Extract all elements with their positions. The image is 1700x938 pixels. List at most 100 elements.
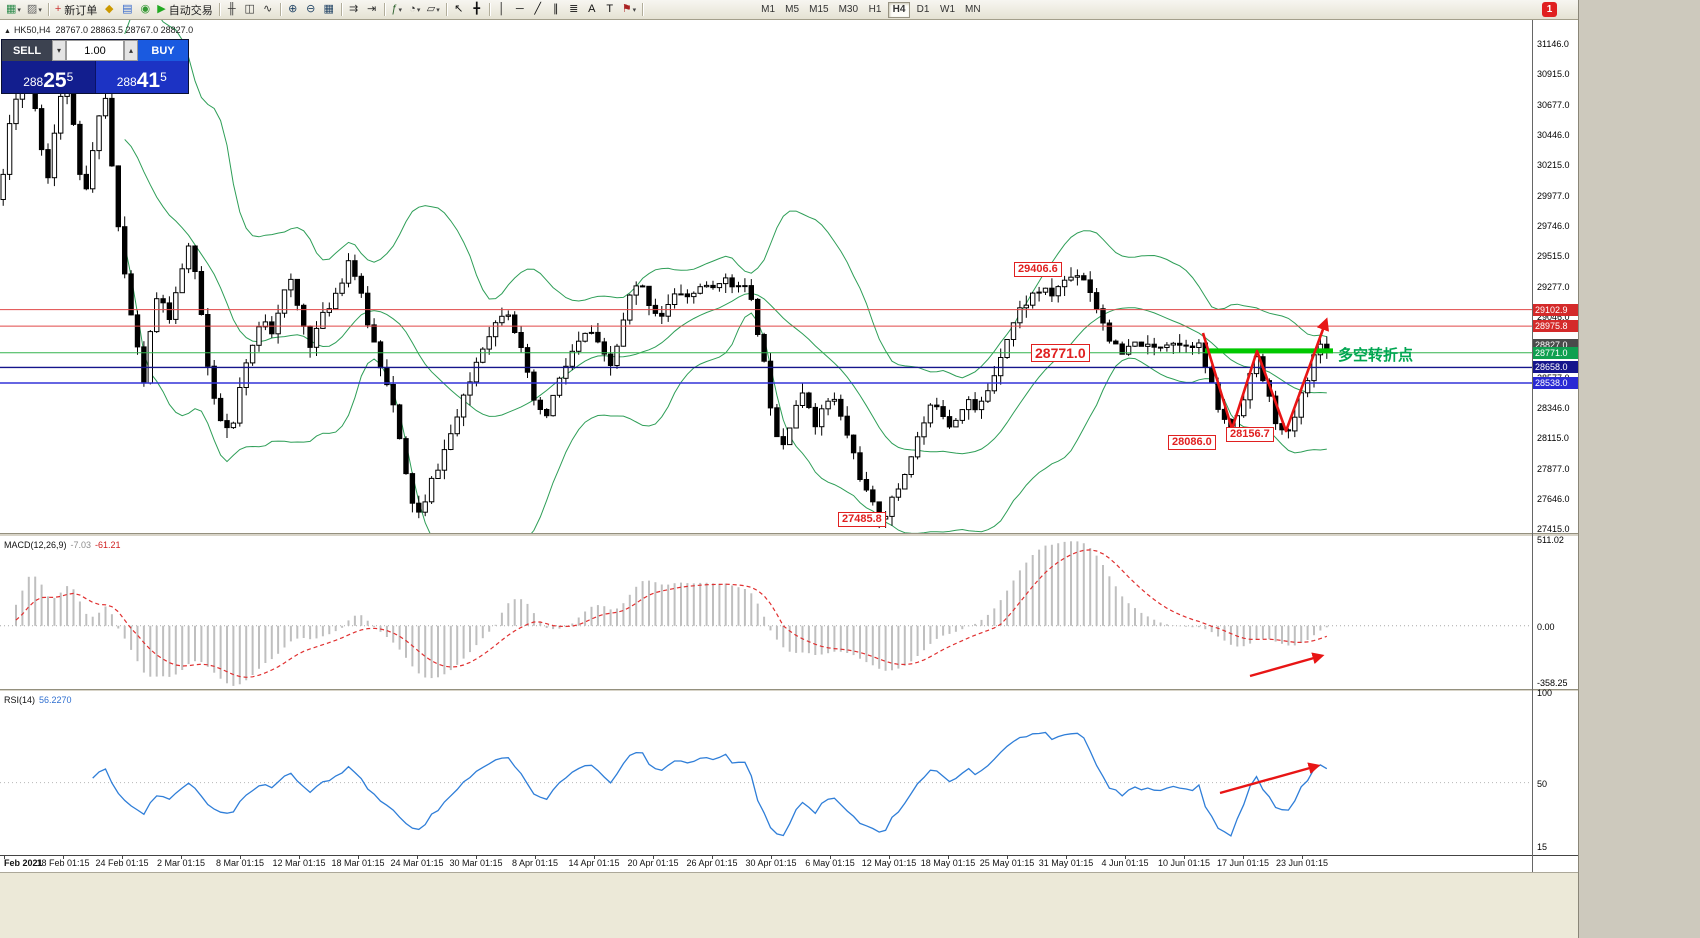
macd-indicator-panel[interactable] [0,537,1578,689]
time-label: 8 Apr 01:15 [511,858,559,868]
toolbar-zoom-out-button[interactable]: ⊖ [302,1,320,18]
timeframe-mn-button[interactable]: MN [965,4,981,15]
toolbar-data-window-button[interactable]: ▤ [118,1,136,18]
time-label: 2 Mar 01:15 [156,858,206,868]
toolbar-auto-trading-button[interactable]: ▶ 自动交易 [154,1,215,18]
toolbar-market-watch-button[interactable]: ◆ [100,1,118,18]
price-tick: 27877.0 [1537,464,1570,474]
time-tick [358,856,359,859]
toolbar-text-button[interactable]: A [583,1,601,18]
toolbar-crosshair-button[interactable]: ╋ [468,1,486,18]
timeframe-h4-button[interactable]: H4 [888,1,911,18]
price-marker: 29102.9 [1533,304,1578,316]
price-tick: 29046.0 [1537,312,1570,322]
price-callout[interactable]: 28086.0 [1168,435,1216,450]
time-label: 31 May 01:15 [1038,858,1094,868]
rsi-indicator-panel[interactable] [0,692,1578,855]
time-label: 24 Mar 01:15 [390,858,444,868]
caret-down-icon: ▾ [56,46,61,55]
time-tick [1066,856,1067,859]
timeframe-w1-button[interactable]: W1 [940,4,956,15]
volume-decrease-button[interactable]: ▾ [52,40,66,61]
toolbar-auto-scroll-button[interactable]: ⇉ [345,1,363,18]
price-callout[interactable]: 28771.0 [1031,344,1090,362]
toolbar-profiles-button[interactable]: ▨ ▾ [24,1,45,18]
buy-button[interactable]: BUY [138,40,188,61]
chart-annotation-text[interactable]: 多空转折点 [1338,347,1414,364]
toolbar-indicators-button[interactable]: ƒ ▾ [388,1,406,18]
timeframe-h1-button[interactable]: H1 [868,4,882,15]
time-tick [476,856,477,859]
toolbar-horizontal-line-button[interactable]: ─ [511,1,529,18]
new-chart-icon: ▦ [6,3,17,15]
time-label: 17 Jun 01:15 [1216,858,1270,868]
toolbar-strategy-tester-button[interactable]: ◉ [136,1,154,18]
notification-badge[interactable]: 1 [1542,2,1557,17]
main-chart-panel[interactable] [0,20,1578,533]
time-label: 30 Apr 01:15 [745,858,797,868]
time-tick [63,856,64,859]
timeframe-m15-button[interactable]: M15 [809,4,829,15]
toolbar-periods-button[interactable]: ◔ ▾ [406,1,424,18]
timeframe-m30-button[interactable]: M30 [838,4,859,15]
time-label: 18 May 01:15 [920,858,976,868]
sell-button[interactable]: SELL [2,40,52,61]
toolbar-separator [47,3,49,16]
price-tick: 28346.0 [1537,403,1570,413]
time-tick [653,856,654,859]
panel-splitter[interactable] [0,533,1578,537]
macd-header: MACD(12,26,9) -7.03 -61.21 [4,540,121,550]
price-tick: 27415.0 [1537,524,1570,534]
price-callout[interactable]: 27485.8 [838,512,886,527]
time-tick [4,856,5,859]
toolbar-vertical-line-button[interactable]: │ [493,1,511,18]
toolbar-zoom-in-button[interactable]: ⊕ [284,1,302,18]
price-tick: 29977.0 [1537,191,1570,201]
caret-up-icon: ▴ [128,46,133,55]
chart-symbol-ohlc-line: ▲ HK50,H4 28767.0 28863.5 28767.0 28827.0 [4,25,193,35]
toolbar-arrows-tool-button[interactable]: ⚑ ▾ [619,1,639,18]
text-label-icon: T [606,3,614,15]
toolbar-separator [340,3,342,16]
toolbar-fibonacci-button[interactable]: ≣ [565,1,583,18]
toolbar-chart-shift-button[interactable]: ⇥ [363,1,381,18]
volume-input[interactable] [66,40,124,61]
panel-splitter[interactable] [0,689,1578,692]
horizontal-line-icon: ─ [515,3,524,15]
price-tick: 30915.0 [1537,69,1570,79]
volume-increase-button[interactable]: ▴ [124,40,138,61]
time-tick [594,856,595,859]
timeframe-d1-button[interactable]: D1 [916,4,930,15]
sell-price-base: 288 [23,75,44,89]
timeframe-m1-button[interactable]: M1 [761,4,776,15]
toolbar-text-label-button[interactable]: T [601,1,619,18]
toolbar-equidistant-channel-button[interactable]: ∥ [547,1,565,18]
periods-icon: ◔ [409,3,416,15]
timeframe-m5-button[interactable]: M5 [785,4,800,15]
price-callout[interactable]: 28156.7 [1226,427,1274,442]
toolbar-candlestick-chart-button[interactable]: ◫ [241,1,259,18]
sell-price-frac: 5 [66,70,74,84]
trendline-icon: ╱ [534,3,542,15]
toolbar-tile-windows-button[interactable]: ▦ [320,1,338,18]
toolbar-bar-chart-button[interactable]: ╫ [223,1,241,18]
toolbar-new-chart-button[interactable]: ▦ ▾ [3,1,24,18]
time-tick [1125,856,1126,859]
price-callout[interactable]: 29406.6 [1014,262,1062,277]
time-tick [889,856,890,859]
ohlc-values: 28767.0 28863.5 28767.0 28827.0 [55,25,194,35]
price-tick: 27646.0 [1537,494,1570,504]
arrows-tool-icon: ⚑ [621,3,632,15]
profiles-icon: ▨ [26,3,38,15]
toolbar-new-order-button[interactable]: + 新订单 [52,1,100,18]
toolbar-templates-button[interactable]: ▱ ▾ [424,1,443,18]
price-tick: 31146.0 [1537,39,1569,49]
toolbar-trendline-button[interactable]: ╱ [529,1,547,18]
toolbar-separator [218,3,220,16]
time-axis[interactable] [0,855,1578,872]
toolbar-separator [445,3,447,16]
toolbar-line-chart-button[interactable]: ∿ [259,1,277,18]
toolbar-cursor-button[interactable]: ↖ [450,1,468,18]
buy-price-base: 288 [116,75,137,89]
